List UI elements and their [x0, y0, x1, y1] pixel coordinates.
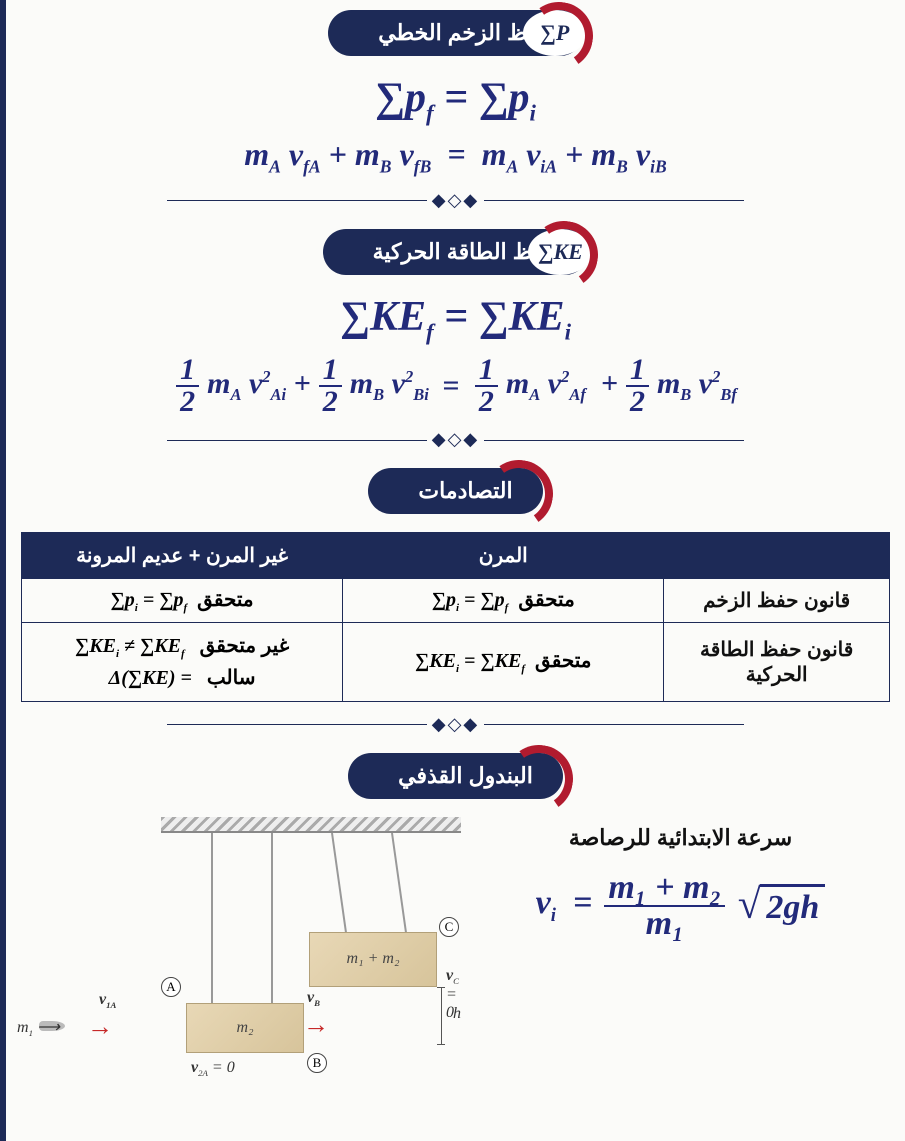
label-vb: vB: [307, 989, 320, 1008]
cell-inelastic: متحقق ∑pi = ∑pf: [22, 579, 343, 623]
section-divider: ◆◇◆: [21, 190, 890, 211]
row-label: قانون حفظ الطاقة الحركية: [664, 623, 890, 702]
pill-arc-decoration: [479, 455, 558, 534]
section-header-momentum: حفظ الزخم الخطي ∑P: [21, 10, 890, 56]
section-header-collisions: التصادمات: [21, 468, 890, 514]
ke-sum-formula: ∑KEf = ∑KEi: [21, 293, 890, 345]
table-row: قانون حفظ الزخم متحقق ∑pi = ∑pf متحقق ∑p…: [22, 579, 890, 623]
momentum-expanded-formula: mA vfA + mB vfB = mA viA + mB viB: [21, 136, 890, 177]
bullet-speed-caption: سرعة الابتدائية للرصاصة: [471, 825, 890, 851]
pendulum-string: [331, 833, 348, 942]
point-label-c: C: [439, 917, 459, 937]
ceiling: [161, 817, 461, 833]
ke-expanded-formula: 12 mA v2Ai + 12 mB v2Bi = 12 mA v2Af + 1…: [21, 355, 890, 417]
col-inelastic: غير المرن + عديم المرونة: [22, 533, 343, 579]
table-row: قانون حفظ الطاقة الحركية متحقق ∑KEi = ∑K…: [22, 623, 890, 702]
momentum-sum-formula: ∑pf = ∑pi: [21, 74, 890, 126]
pendulum-string: [391, 833, 408, 942]
block-after: m₁ + m₂: [309, 932, 437, 987]
block-before: m₂: [186, 1003, 304, 1053]
velocity-arrow-icon: →: [303, 1009, 329, 1040]
pill-arc-decoration: [525, 215, 604, 294]
point-label-b: B: [307, 1053, 327, 1073]
col-elastic: المرن: [343, 533, 664, 579]
section-divider: ◆◇◆: [21, 714, 890, 735]
pill-arc-decoration: [499, 739, 578, 818]
pendulum-string: [271, 833, 273, 1003]
pendulum-string: [211, 833, 213, 1003]
label-h: h: [453, 1005, 461, 1023]
section-divider: ◆◇◆: [21, 429, 890, 450]
point-label-a: A: [161, 977, 181, 997]
ballistic-pendulum-diagram: m₂ m₁ + m₂ A B C → → m1 ⟶ v1A v2A = 0 vB…: [21, 817, 461, 1077]
label-v1a: v1A: [99, 991, 116, 1010]
label-v2a: v2A = 0: [191, 1059, 235, 1078]
col-blank: [664, 533, 890, 579]
height-brace: [441, 987, 442, 1045]
cell-elastic: متحقق ∑KEi = ∑KEf: [343, 623, 664, 702]
section-header-pendulum: البندول القذفي: [21, 753, 890, 799]
velocity-arrow-icon: →: [87, 1011, 113, 1042]
cell-inelastic: غير متحقق ∑KEi ≠ ∑KEf سالب Δ(∑KE) =: [22, 623, 343, 702]
row-label: قانون حفظ الزخم: [664, 579, 890, 623]
cell-elastic: متحقق ∑pi = ∑pf: [343, 579, 664, 623]
section-header-ke: حفظ الطاقة الحركية ∑KE: [21, 229, 890, 275]
label-m1: m1 ⟶: [17, 1017, 60, 1038]
collisions-table: المرن غير المرن + عديم المرونة قانون حفظ…: [21, 532, 890, 702]
bullet-speed-formula: vi = m₁ + m₂ m₁ √ 2gh: [471, 871, 890, 941]
